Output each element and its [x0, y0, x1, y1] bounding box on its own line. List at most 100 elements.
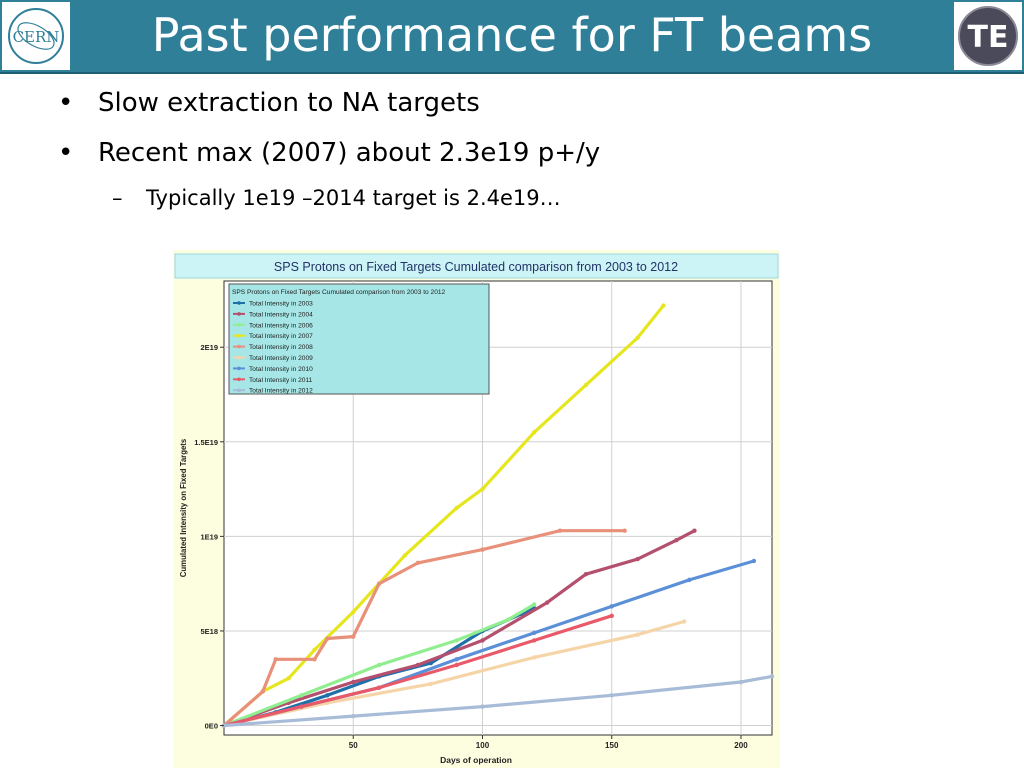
bullet-text: Slow extraction to NA targets: [98, 88, 480, 118]
legend-entry: Total Intensity in 2012: [249, 388, 313, 395]
series-point: [583, 572, 589, 577]
bullet-marker: •: [58, 138, 74, 168]
series-point: [506, 617, 511, 622]
chart-title: SPS Protons on Fixed Targets Cumulated c…: [274, 260, 678, 274]
legend-entry: Total Intensity in 2009: [249, 355, 313, 362]
series-point: [312, 657, 317, 662]
legend-entry: Total Intensity in 2006: [249, 322, 313, 329]
bullet-2: • Recent max (2007) about 2.3e19 p+/y: [58, 138, 600, 168]
legend-marker: [237, 366, 241, 371]
legend-entry: Total Intensity in 2010: [249, 366, 313, 373]
series-point: [273, 657, 278, 662]
cern-logo-text: CERN: [13, 28, 60, 46]
series-point: [557, 528, 563, 533]
legend-marker: [237, 388, 241, 392]
series-point: [454, 638, 459, 643]
series-point: [531, 602, 537, 607]
series-point: [454, 505, 459, 511]
y-tick-label: 1.5E19: [194, 438, 218, 447]
series-point: [531, 638, 537, 643]
x-tick-label: 200: [734, 741, 748, 750]
series-point: [738, 679, 744, 685]
y-tick-label: 1E19: [200, 532, 218, 541]
series-point: [609, 604, 614, 609]
series-point: [480, 486, 485, 492]
series-point: [681, 619, 687, 624]
bullet-1: • Slow extraction to NA targets: [58, 88, 480, 118]
series-point: [351, 609, 356, 615]
legend-entry: Total Intensity in 2003: [249, 301, 313, 308]
series-point: [402, 553, 408, 558]
legend-marker: [237, 344, 241, 349]
legend-marker: [237, 377, 241, 382]
series-point: [415, 662, 421, 668]
legend-entry: Total Intensity in 2011: [249, 377, 313, 384]
x-tick-label: 50: [349, 741, 358, 750]
series-point: [480, 704, 485, 709]
series-point: [692, 528, 697, 533]
legend-marker: [237, 312, 241, 316]
legend-entry: Total Intensity in 2004: [249, 311, 313, 318]
bullet-marker: •: [58, 88, 74, 118]
series-point: [635, 632, 640, 637]
x-axis-label: Days of operation: [440, 755, 512, 765]
series-line-2: [222, 529, 697, 728]
series-point: [376, 662, 382, 668]
series-point: [609, 693, 614, 698]
series-point: [312, 647, 317, 653]
series-point: [351, 634, 356, 639]
te-logo-text: TE: [968, 20, 1009, 55]
y-axis-label: Cumulated Intensity on Fixed Targets: [179, 438, 188, 577]
series-point: [428, 681, 433, 687]
series-line-3: [222, 602, 536, 728]
series-point: [299, 693, 304, 698]
legend-marker: [237, 301, 241, 305]
series-point: [376, 685, 382, 690]
legend-entry: Total Intensity in 2008: [249, 344, 313, 351]
series-point: [635, 335, 640, 340]
te-logo-icon: TE: [958, 6, 1018, 66]
series-point: [480, 638, 485, 643]
series-line-8: [222, 614, 614, 728]
cern-logo: CERN: [0, 0, 72, 72]
cern-logo-icon: CERN: [8, 8, 64, 64]
series-point: [325, 636, 330, 641]
bullet-text: Recent max (2007) about 2.3e19 p+/y: [98, 138, 601, 168]
series-point: [769, 674, 775, 679]
legend-marker: [237, 355, 241, 360]
sub-bullet-1: – Typically 1e19 –2014 target is 2.4e19…: [112, 186, 561, 210]
series-point: [531, 630, 537, 636]
series-point: [325, 693, 330, 698]
sub-bullet-text: Typically 1e19 –2014 target is 2.4e19…: [146, 186, 561, 210]
y-tick-label: 5E18: [200, 627, 218, 636]
legend-title: SPS Protons on Fixed Targets Cumulated c…: [232, 289, 446, 296]
series-point: [351, 679, 356, 685]
series-point: [454, 662, 459, 668]
x-tick-label: 150: [605, 741, 619, 750]
legend-marker: [237, 323, 241, 327]
series-line-9: [222, 674, 774, 728]
y-tick-label: 0E0: [205, 722, 218, 731]
series-point: [299, 704, 304, 709]
slide-title: Past performance for FT beams: [151, 8, 873, 62]
series-point: [635, 556, 640, 562]
series-point: [480, 547, 485, 552]
series-point: [674, 537, 679, 543]
series-point: [751, 558, 757, 564]
legend-marker: [237, 333, 241, 338]
series-point: [454, 657, 459, 662]
series-point: [544, 600, 550, 605]
sub-bullet-marker: –: [112, 186, 123, 210]
chart-title-bar: [174, 253, 779, 279]
series-point: [376, 581, 382, 586]
series-point: [661, 303, 666, 308]
legend-box: [228, 283, 490, 395]
series-point: [583, 382, 589, 388]
intensity-chart: SPS Protons on Fixed Targets Cumulated c…: [173, 250, 780, 768]
title-bar: CERN Past performance for FT beams TE: [0, 0, 1024, 74]
series-point: [286, 676, 291, 681]
y-tick-label: 2E19: [200, 343, 218, 352]
series-point: [415, 560, 421, 566]
series-point: [687, 577, 692, 583]
series-point: [260, 689, 265, 694]
